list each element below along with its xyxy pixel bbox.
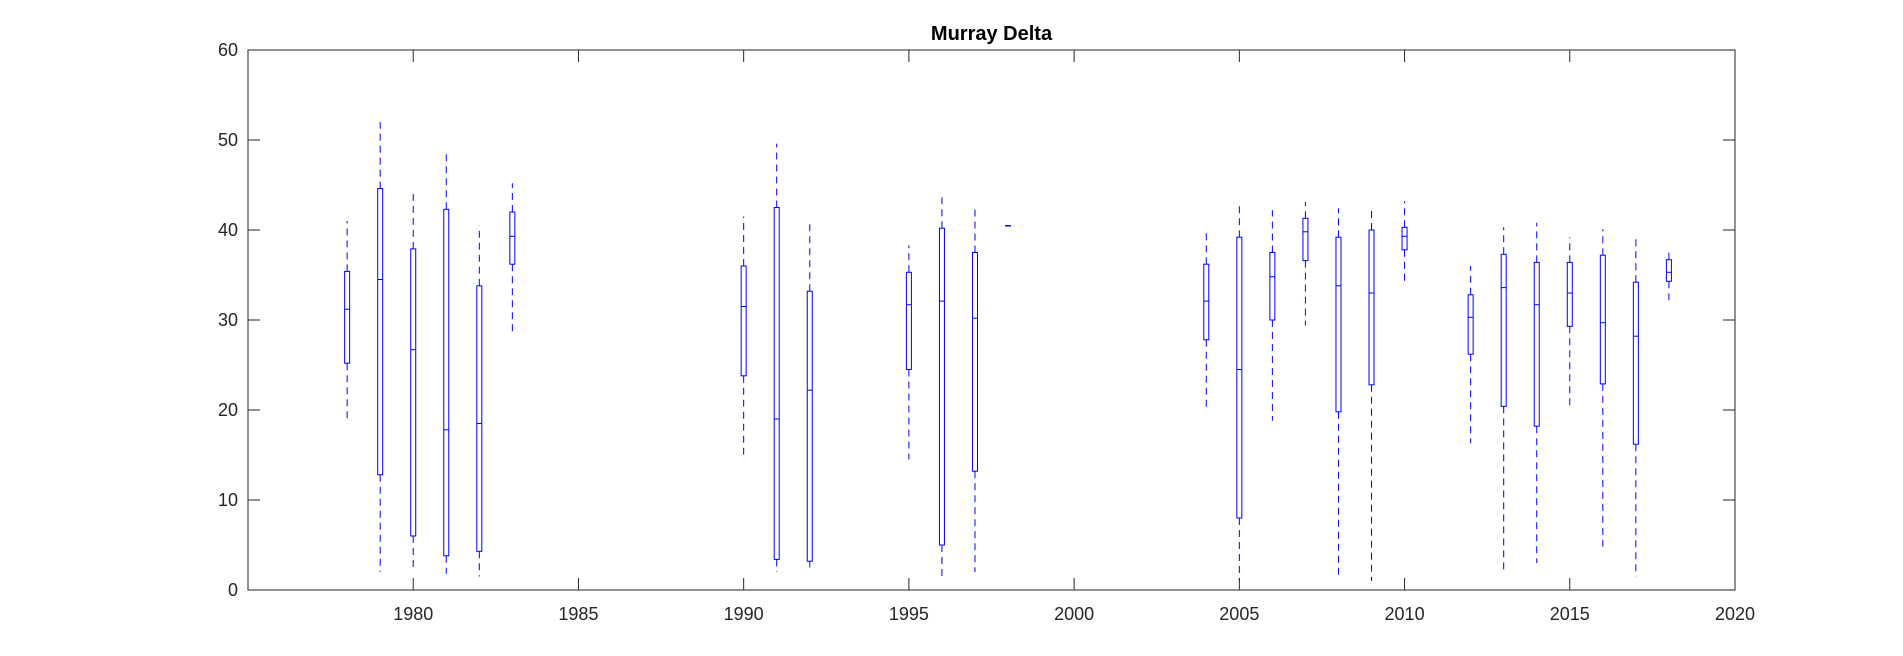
box-iqr: [1302, 217, 1309, 262]
box-1997: [971, 205, 978, 572]
box-iqr: [1632, 281, 1639, 445]
box-iqr: [1533, 261, 1540, 427]
chart-title: Murray Delta: [931, 23, 1053, 45]
x-tick-label: 2010: [1385, 604, 1425, 624]
box-iqr: [476, 285, 483, 552]
box-iqr: [740, 265, 747, 377]
box-2008: [1335, 208, 1342, 580]
box-iqr: [509, 211, 516, 265]
y-tick-label: 40: [218, 220, 238, 240]
box-2013: [1500, 227, 1507, 572]
box-2007: [1302, 202, 1309, 326]
box-2018: [1665, 248, 1672, 303]
box-1979: [377, 122, 384, 572]
box-2004: [1203, 230, 1210, 409]
box-iqr: [1203, 263, 1210, 341]
box-1995: [905, 245, 912, 460]
box-iqr: [971, 252, 978, 472]
box-iqr: [1665, 259, 1672, 282]
box-iqr: [773, 207, 780, 560]
plot-background: [248, 50, 1735, 590]
box-2016: [1599, 229, 1606, 547]
box-2010: [1401, 201, 1408, 286]
box-iqr: [1368, 229, 1375, 386]
box-iqr: [1500, 253, 1507, 407]
ticks-layer: 1980 1985 1990 1995 2000 2005 2010 2015 2020 0 10 2…: [218, 40, 1755, 624]
x-tick-label: 2000: [1054, 604, 1094, 624]
x-tick-label: 1980: [393, 604, 433, 624]
box-1981: [443, 150, 450, 574]
box-iqr: [905, 271, 912, 370]
box-iqr: [806, 290, 813, 562]
box-iqr: [377, 188, 384, 476]
box-1996: [938, 194, 945, 581]
box-1978: [344, 221, 351, 424]
box-2006: [1269, 210, 1276, 421]
box-iqr: [1236, 236, 1243, 519]
box-iqr: [938, 227, 945, 546]
box-1982: [476, 225, 483, 577]
box-iqr: [344, 270, 351, 364]
box-2005: [1236, 203, 1243, 581]
plot-area-frame: [247, 49, 1736, 591]
y-tick-label: 20: [218, 400, 238, 420]
box-iqr: [1335, 236, 1342, 413]
y-tick-label: 0: [228, 580, 238, 600]
box-iqr: [443, 208, 450, 557]
x-tick-label: 1995: [889, 604, 929, 624]
x-tick-label: 1985: [558, 604, 598, 624]
box-iqr: [1269, 252, 1276, 321]
x-tick-label: 1990: [724, 604, 764, 624]
box-2012: [1467, 266, 1474, 444]
box-iqr: [410, 248, 417, 537]
box-iqr: [1566, 261, 1573, 327]
boxes-layer: [344, 122, 1672, 581]
y-tick-label: 10: [218, 490, 238, 510]
x-tick-label: 2005: [1219, 604, 1259, 624]
box-1991: [773, 143, 780, 572]
box-2009: [1368, 209, 1375, 581]
x-tick-label: 2015: [1550, 604, 1590, 624]
box-1983: [509, 183, 516, 336]
y-tick-label: 30: [218, 310, 238, 330]
y-tick-label: 60: [218, 40, 238, 60]
box-iqr: [1401, 226, 1408, 251]
box-2017: [1632, 235, 1639, 577]
box-iqr: [1599, 254, 1606, 385]
box-1980: [410, 194, 417, 572]
box-iqr: [1467, 294, 1474, 355]
box-2015: [1566, 237, 1573, 410]
box-2014: [1533, 222, 1540, 563]
x-tick-label: 2020: [1715, 604, 1755, 624]
box-1992: [806, 222, 813, 568]
box-1998: [1005, 225, 1012, 227]
box-1990: [740, 216, 747, 457]
y-tick-label: 50: [218, 130, 238, 150]
